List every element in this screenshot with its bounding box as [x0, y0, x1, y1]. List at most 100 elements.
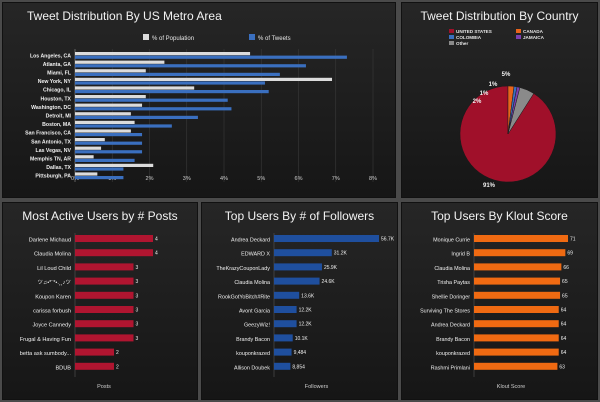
- followers-panel: Top Users By # of Followers Andrea Decka…: [201, 202, 398, 400]
- pie-label: 2%: [473, 99, 482, 105]
- category-label: RookGotYoBitch#Rite: [218, 294, 270, 300]
- category-label: Los Angeles, CA: [30, 53, 71, 59]
- bar: [474, 306, 559, 313]
- category-label: Chicago, IL: [43, 88, 72, 94]
- category-label: Miami, FL: [47, 71, 72, 77]
- legend-swatch: [516, 29, 521, 33]
- bar-population: [75, 120, 135, 124]
- bar: [274, 235, 379, 242]
- data-label: 24.6K: [322, 279, 336, 285]
- data-label: 4: [155, 251, 158, 257]
- category-label: Allison Doubek: [234, 365, 270, 371]
- bar-tweets: [75, 133, 143, 137]
- followers-chart: Andrea Deckard 56.7K EDWARD X 31.2K TheKrazy…: [216, 233, 395, 390]
- legend-swatch: [516, 35, 521, 39]
- bar-tweets: [75, 55, 347, 59]
- category-label: Rashmi Primlani: [431, 365, 470, 371]
- category-label: Surviving The Stores: [420, 309, 470, 315]
- category-label: Andrea Deckard: [431, 323, 470, 329]
- category-label: BDUB: [55, 365, 71, 371]
- klout-title: Top Users By Klout Score: [431, 209, 568, 223]
- bar: [274, 306, 297, 313]
- bar: [474, 235, 568, 242]
- x-tick-label: 4%: [220, 176, 228, 182]
- bar: [274, 362, 291, 370]
- metro-chart: % of Population% of Tweets0%1%2%3%4%5%6%…: [25, 34, 377, 182]
- bar-tweets: [75, 90, 269, 94]
- data-label: 64: [561, 336, 567, 342]
- bar-tweets: [75, 141, 143, 145]
- posts-chart: Darlene Michaud 4 Claudia Molina 4 Lil Loud …: [20, 233, 158, 390]
- category-label: Avont Garcia: [239, 309, 270, 315]
- legend-swatch: [449, 29, 454, 33]
- bar-tweets: [75, 72, 280, 76]
- category-label: San Francisco, CA: [25, 131, 71, 137]
- bar: [474, 263, 562, 271]
- bar: [274, 348, 292, 356]
- data-label: 56.7K: [381, 237, 395, 243]
- data-label: 63: [559, 364, 565, 370]
- data-label: 71: [570, 237, 576, 243]
- bar: [474, 291, 561, 299]
- bar: [474, 277, 561, 285]
- data-label: 4: [155, 237, 158, 243]
- data-label: 64: [561, 308, 567, 314]
- category-label: carissa forbush: [33, 309, 71, 315]
- category-label: Joyce Cannedy: [32, 323, 71, 329]
- data-label: 31.2K: [334, 251, 348, 257]
- category-label: Claudia Molina: [34, 252, 72, 258]
- category-label: EDWARD X: [241, 252, 270, 258]
- category-label: Claudia Molina: [234, 280, 270, 286]
- data-label: 3: [136, 322, 139, 328]
- bar-population: [75, 95, 146, 99]
- category-label: Andrea Deckard: [231, 238, 270, 244]
- bar: [75, 277, 134, 285]
- bar: [474, 348, 559, 356]
- x-tick-label: 2%: [146, 176, 154, 182]
- x-axis-title: Klout Score: [497, 384, 525, 390]
- category-label: San Antonio, TX: [31, 139, 71, 145]
- bar-population: [75, 69, 146, 73]
- pie-label: 91%: [483, 183, 496, 189]
- bar: [274, 320, 297, 328]
- category-label: Frugal & Having Fun: [20, 337, 71, 343]
- category-label: Darlene Michaud: [29, 238, 71, 244]
- pie-slice-other: [507, 87, 535, 135]
- klout-chart: Monique Currie 71 Ingrid B 69 Claudia Molina…: [420, 233, 576, 390]
- category-label: Houston, TX: [40, 96, 71, 102]
- data-label: 10.1K: [295, 336, 309, 342]
- bar: [474, 249, 566, 257]
- bar-population: [75, 129, 131, 133]
- posts-title: Most Active Users by # Posts: [22, 209, 178, 223]
- data-label: 3: [136, 293, 139, 299]
- metro-title: Tweet Distribution By US Metro Area: [27, 9, 222, 23]
- data-label: 65: [562, 279, 568, 285]
- category-label: Las Vegas, NV: [36, 148, 72, 154]
- bar-tweets: [75, 158, 135, 162]
- bar-population: [75, 155, 94, 159]
- bar: [274, 277, 320, 285]
- bar: [274, 249, 332, 257]
- x-tick-label: 3%: [183, 176, 191, 182]
- bar: [75, 362, 114, 370]
- pie-label: 1%: [480, 91, 489, 97]
- bar-tweets: [75, 176, 124, 180]
- data-label: 13.6K: [301, 293, 315, 299]
- bar-population: [75, 60, 165, 64]
- category-label: Atlanta, GA: [43, 62, 71, 68]
- legend-label: COLOMBIA: [456, 35, 482, 40]
- category-label: ツ♫•*¨*•.¸¸♪ツ: [37, 280, 71, 286]
- legend-swatch: [449, 41, 454, 45]
- category-label: Brandy Bacon: [436, 337, 470, 343]
- data-label: 25.9K: [324, 265, 338, 271]
- category-label: kouponkrazed: [236, 351, 270, 357]
- legend-label: Other: [456, 41, 468, 46]
- data-label: 64: [561, 322, 567, 328]
- bar-tweets: [75, 115, 198, 119]
- data-label: 8,854: [292, 364, 305, 370]
- bar: [274, 291, 300, 299]
- category-label: GeezyWiz!: [244, 323, 271, 329]
- category-label: Monique Currie: [433, 238, 470, 244]
- category-label: New York, NY: [38, 79, 72, 85]
- posts-panel: Most Active Users by # Posts Darlene Mic…: [2, 202, 198, 400]
